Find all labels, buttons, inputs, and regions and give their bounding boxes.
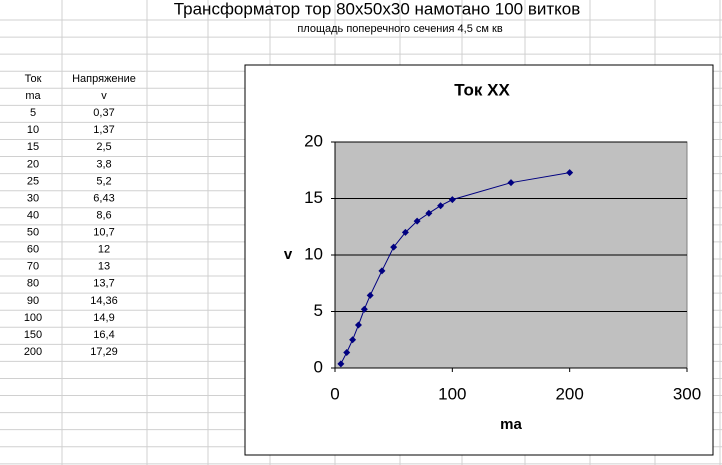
data-point — [390, 243, 398, 251]
data-point — [378, 267, 386, 275]
y-tick-label: 5 — [314, 301, 323, 320]
sheet-subtitle: площадь поперечного сечения 4,5 см кв — [297, 23, 502, 35]
data-point — [413, 217, 421, 225]
data-point — [437, 202, 445, 210]
table-cell: 14,9 — [93, 312, 114, 324]
y-tick-label: 20 — [304, 131, 323, 150]
data-point — [343, 349, 351, 357]
data-point — [448, 196, 456, 204]
table-cell: 14,36 — [90, 295, 118, 307]
data-point — [566, 169, 574, 177]
table-cell: 0,37 — [93, 107, 114, 119]
table-cell: 16,4 — [93, 329, 114, 341]
table-cell: 10 — [27, 124, 39, 136]
data-point — [366, 291, 374, 299]
table-cell: 15 — [27, 141, 39, 153]
table-cell: 17,29 — [90, 346, 118, 358]
table-cell: 5 — [30, 107, 36, 119]
x-axis-label: ma — [500, 416, 522, 433]
table-header: v — [101, 90, 107, 102]
table-cell: 200 — [24, 346, 42, 358]
table-cell: 10,7 — [93, 227, 114, 239]
table-cell: 30 — [27, 192, 39, 204]
table-cell: 20 — [27, 158, 39, 170]
table-cell: 100 — [24, 312, 42, 324]
table-cell: 13,7 — [93, 278, 114, 290]
table-header: Ток — [25, 73, 42, 85]
table-cell: 80 — [27, 278, 39, 290]
y-tick-label: 10 — [304, 244, 323, 263]
y-tick-label: 0 — [314, 357, 323, 376]
x-tick-label: 100 — [438, 384, 466, 403]
table-cell: 3,8 — [96, 158, 111, 170]
sheet-title: Трансформатор тор 80x50x30 намотано 100 … — [174, 0, 581, 18]
table-cell: 12 — [98, 244, 110, 256]
table-cell: 70 — [27, 261, 39, 273]
table-cell: 50 — [27, 227, 39, 239]
table-cell: 25 — [27, 175, 39, 187]
y-axis-label: v — [284, 246, 293, 263]
table-cell: 60 — [27, 244, 39, 256]
table-cell: 13 — [98, 261, 110, 273]
data-point — [425, 209, 433, 217]
data-point — [507, 179, 515, 187]
data-point — [360, 305, 368, 313]
x-tick-label: 0 — [330, 384, 339, 403]
table-cell: 6,43 — [93, 192, 114, 204]
chart-title: Ток XX — [454, 80, 510, 99]
table-cell: 1,37 — [93, 124, 114, 136]
y-tick-label: 15 — [304, 188, 323, 207]
x-tick-label: 300 — [673, 384, 701, 403]
data-table: Ток Напряжение ma v 5 0,37 10 1,37 15 2,5 20 3,8 25 5… — [24, 73, 136, 358]
table-cell: 8,6 — [96, 209, 111, 221]
data-point — [349, 336, 357, 344]
table-cell: 40 — [27, 209, 39, 221]
data-point — [354, 321, 362, 329]
table-cell: 2,5 — [96, 141, 111, 153]
x-tick-label: 200 — [555, 384, 583, 403]
table-header: ma — [25, 90, 41, 102]
table-cell: 90 — [27, 295, 39, 307]
data-point — [337, 360, 345, 368]
table-cell: 150 — [24, 329, 42, 341]
data-point — [401, 228, 409, 236]
table-cell: 5,2 — [96, 175, 111, 187]
table-header: Напряжение — [72, 73, 136, 85]
